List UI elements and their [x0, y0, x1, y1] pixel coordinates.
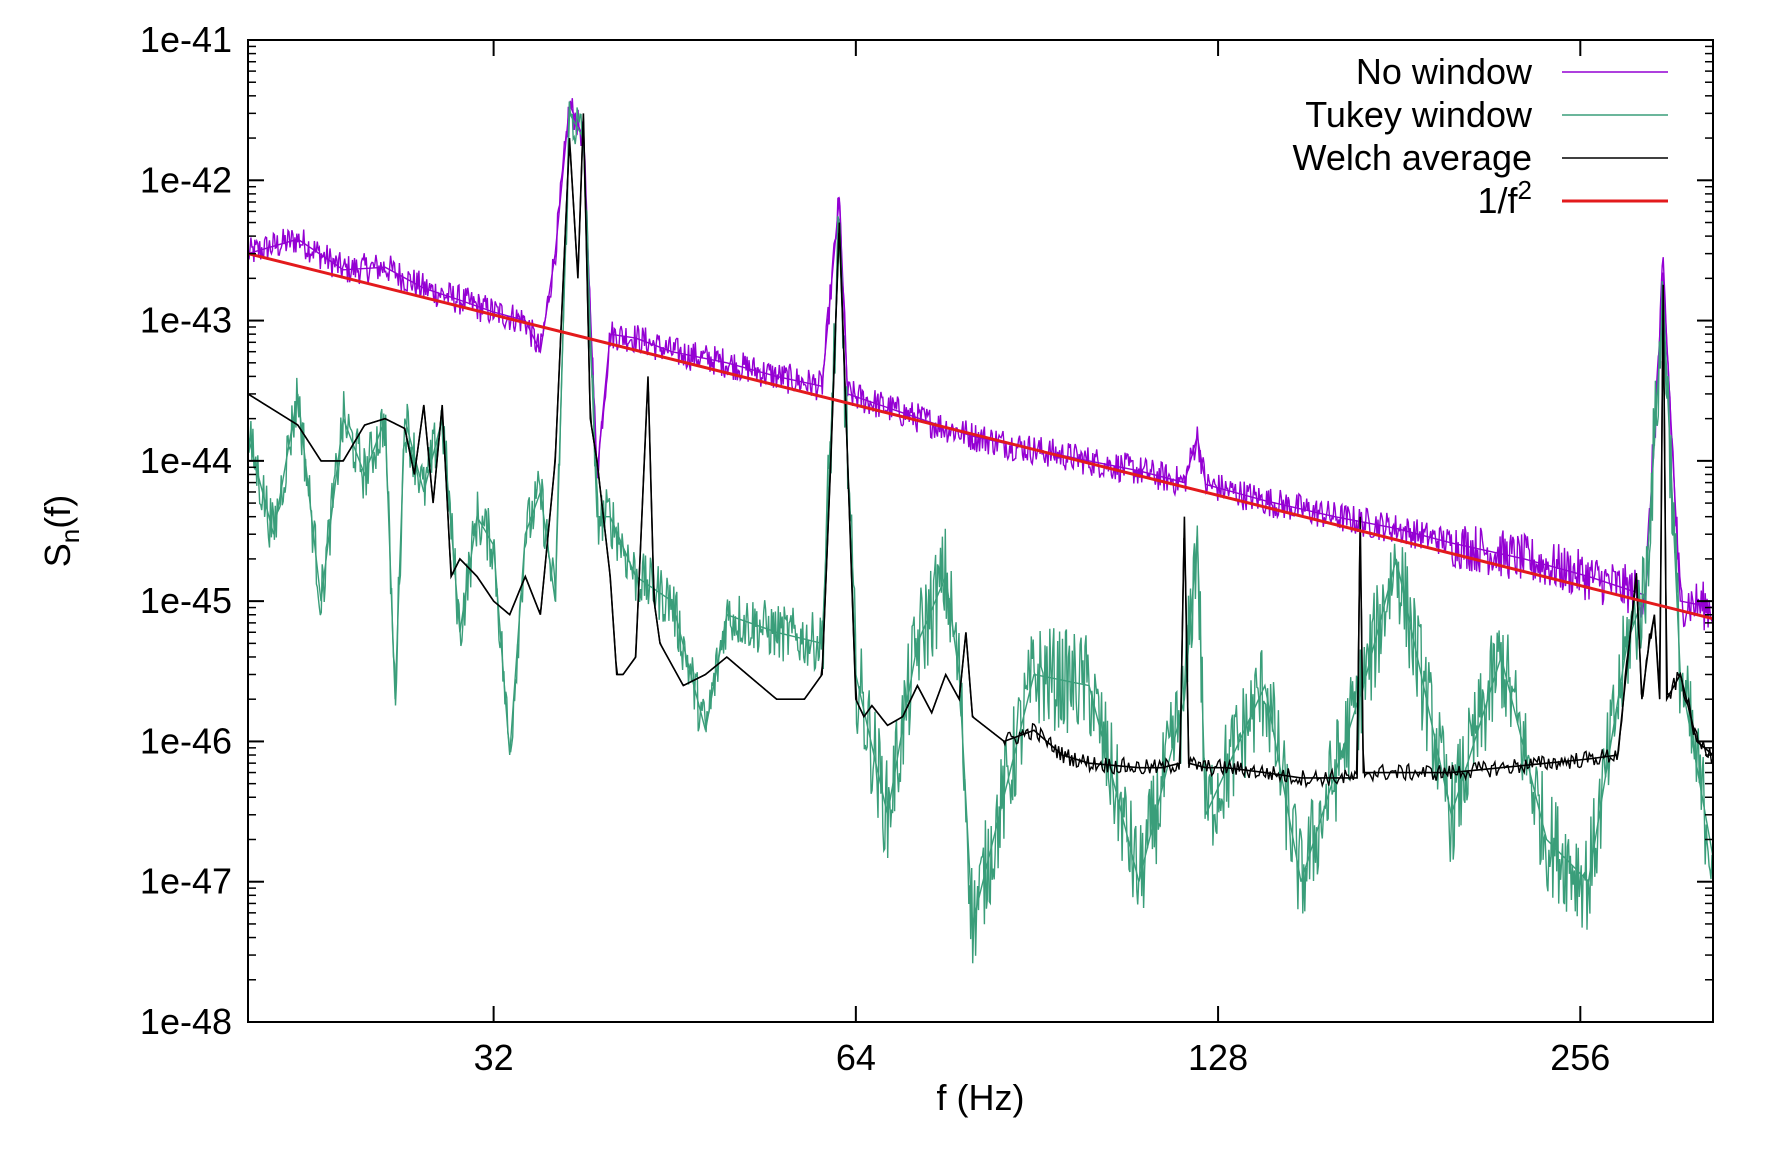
x-tick-label: 64 [836, 1037, 876, 1078]
series-1-peaks [247, 110, 1714, 925]
series-2-line [247, 116, 1714, 789]
legend-label: Welch average [1293, 137, 1532, 178]
y-tick-label: 1e-42 [140, 159, 232, 200]
legend-label-superscript: 2 [1518, 175, 1532, 205]
x-axis-title: f (Hz) [937, 1077, 1025, 1118]
legend-label: Tukey window [1305, 94, 1533, 135]
x-tick-label: 256 [1550, 1037, 1610, 1078]
series-0-line [247, 98, 1714, 631]
y-axis-title-base: S [37, 543, 78, 567]
y-axis-title-subscript: n [55, 529, 85, 543]
y-axis-title: Sn(f) [37, 495, 85, 567]
y-axis-title-suffix: (f) [37, 495, 78, 529]
x-tick-label: 128 [1188, 1037, 1248, 1078]
y-tick-label: 1e-48 [140, 1001, 232, 1042]
y-tick-label: 1e-47 [140, 861, 232, 902]
legend-label: No window [1356, 51, 1533, 92]
x-tick-labels: 32 64 128 256 [474, 1037, 1611, 1078]
y-tick-label: 1e-44 [140, 440, 232, 481]
ticks-layer [248, 39, 1713, 1023]
y-tick-label: 1e-43 [140, 300, 232, 341]
y-tick-label: 1e-45 [140, 580, 232, 621]
y-tick-label: 1e-46 [140, 720, 232, 761]
series-1-line [247, 101, 1714, 964]
plot-frame [247, 39, 1714, 1023]
legend-label: 1/f2 [1478, 175, 1533, 221]
series-layer [247, 98, 1714, 964]
y-tick-labels: 1e-41 1e-42 1e-43 1e-44 1e-45 1e-46 1e-47 1e-48 [140, 19, 232, 1042]
series-3-line [247, 252, 1714, 621]
y-tick-label: 1e-41 [140, 19, 232, 60]
x-tick-label: 32 [474, 1037, 514, 1078]
